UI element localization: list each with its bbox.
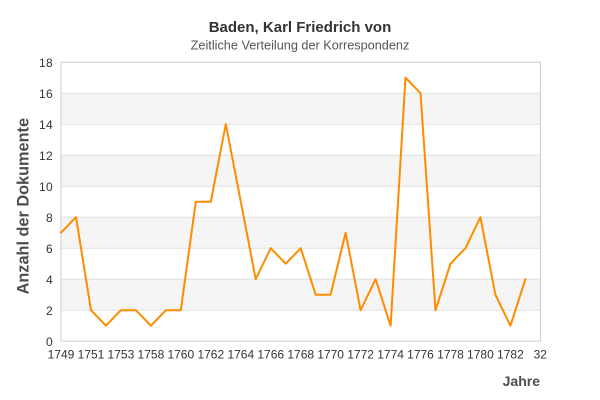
svg-text:1776: 1776 bbox=[407, 348, 434, 362]
svg-text:6: 6 bbox=[46, 242, 53, 256]
svg-text:32: 32 bbox=[534, 348, 548, 362]
svg-text:14: 14 bbox=[39, 118, 53, 132]
svg-text:1751: 1751 bbox=[78, 348, 105, 362]
svg-text:Baden, Karl Friedrich von: Baden, Karl Friedrich von bbox=[209, 19, 392, 36]
svg-text:18: 18 bbox=[39, 56, 53, 70]
svg-text:1758: 1758 bbox=[138, 348, 165, 362]
svg-text:1768: 1768 bbox=[287, 348, 314, 362]
svg-text:1766: 1766 bbox=[257, 348, 284, 362]
svg-text:1762: 1762 bbox=[197, 348, 224, 362]
svg-text:10: 10 bbox=[39, 180, 53, 194]
svg-text:1749: 1749 bbox=[48, 348, 75, 362]
svg-text:Anzahl der Dokumente: Anzahl der Dokumente bbox=[15, 118, 33, 294]
svg-text:1772: 1772 bbox=[347, 348, 374, 362]
svg-text:1780: 1780 bbox=[467, 348, 494, 362]
svg-text:Jahre: Jahre bbox=[503, 373, 541, 389]
svg-text:1760: 1760 bbox=[167, 348, 194, 362]
svg-text:8: 8 bbox=[46, 211, 53, 225]
svg-text:1770: 1770 bbox=[317, 348, 344, 362]
svg-text:0: 0 bbox=[46, 335, 53, 349]
svg-text:2: 2 bbox=[46, 304, 53, 318]
svg-text:1778: 1778 bbox=[437, 348, 464, 362]
svg-text:1764: 1764 bbox=[227, 348, 254, 362]
svg-text:1753: 1753 bbox=[108, 348, 135, 362]
svg-text:1774: 1774 bbox=[377, 348, 404, 362]
svg-text:Zeitliche Verteilung der Korre: Zeitliche Verteilung der Korrespondenz bbox=[191, 39, 410, 53]
svg-text:12: 12 bbox=[39, 149, 53, 163]
svg-text:4: 4 bbox=[46, 273, 53, 287]
svg-text:16: 16 bbox=[39, 87, 53, 101]
svg-text:1782: 1782 bbox=[497, 348, 524, 362]
